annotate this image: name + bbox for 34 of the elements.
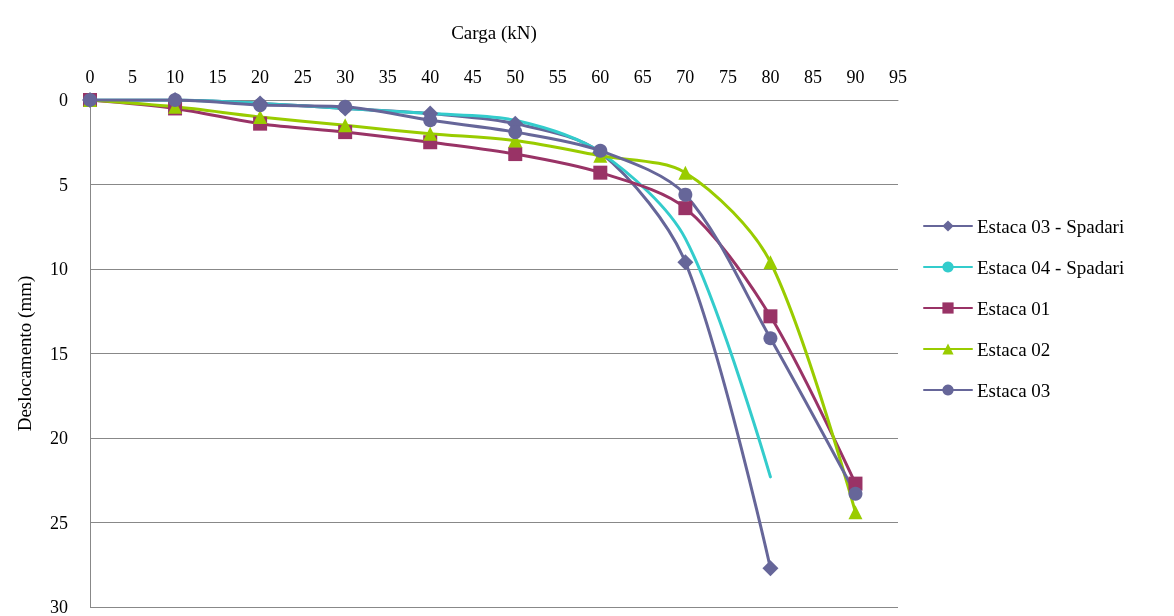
y-axis-title: Deslocamento (mm) [14, 275, 36, 432]
x-tick-label: 0 [85, 67, 95, 87]
x-tick-label: 25 [293, 67, 312, 87]
x-tick-label: 80 [761, 67, 780, 87]
y-tick-label: 5 [59, 174, 68, 195]
x-tick-label: 10 [166, 67, 185, 87]
x-tick-label: 70 [676, 67, 695, 87]
y-tick-label: 0 [59, 90, 68, 110]
x-tick-label: 40 [421, 67, 440, 87]
x-tick-label: 20 [251, 67, 270, 87]
y-tick-label: 25 [50, 512, 68, 533]
legend-label: Estaca 02 [977, 338, 1051, 360]
x-tick-label: 45 [463, 67, 482, 87]
x-axis-title: Carga (kN) [451, 22, 537, 44]
x-tick-label: 85 [803, 67, 822, 87]
x-tick-label: 65 [633, 67, 652, 87]
y-tick-label: 15 [50, 343, 68, 364]
x-tick-label: 60 [591, 67, 610, 87]
y-tick-label: 20 [50, 428, 68, 448]
y-tick-label: 30 [50, 597, 68, 616]
x-tick-label: 30 [336, 67, 355, 87]
x-tick-label: 35 [378, 67, 397, 87]
x-tick-label: 55 [548, 67, 567, 87]
x-tick-label: 90 [846, 67, 865, 87]
x-tick-label: 50 [506, 67, 525, 87]
x-tick-label: 95 [889, 67, 907, 87]
y-tick-label: 10 [50, 259, 68, 279]
legend-label: Estaca 04 - Spadari [977, 256, 1125, 278]
legend-label: Estaca 01 [977, 297, 1051, 319]
x-tick-label: 15 [208, 67, 227, 87]
legend-label: Estaca 03 - Spadari [977, 215, 1125, 237]
legend-label: Estaca 03 [977, 379, 1051, 401]
x-tick-label: 5 [128, 67, 138, 87]
x-tick-label: 75 [718, 67, 737, 87]
